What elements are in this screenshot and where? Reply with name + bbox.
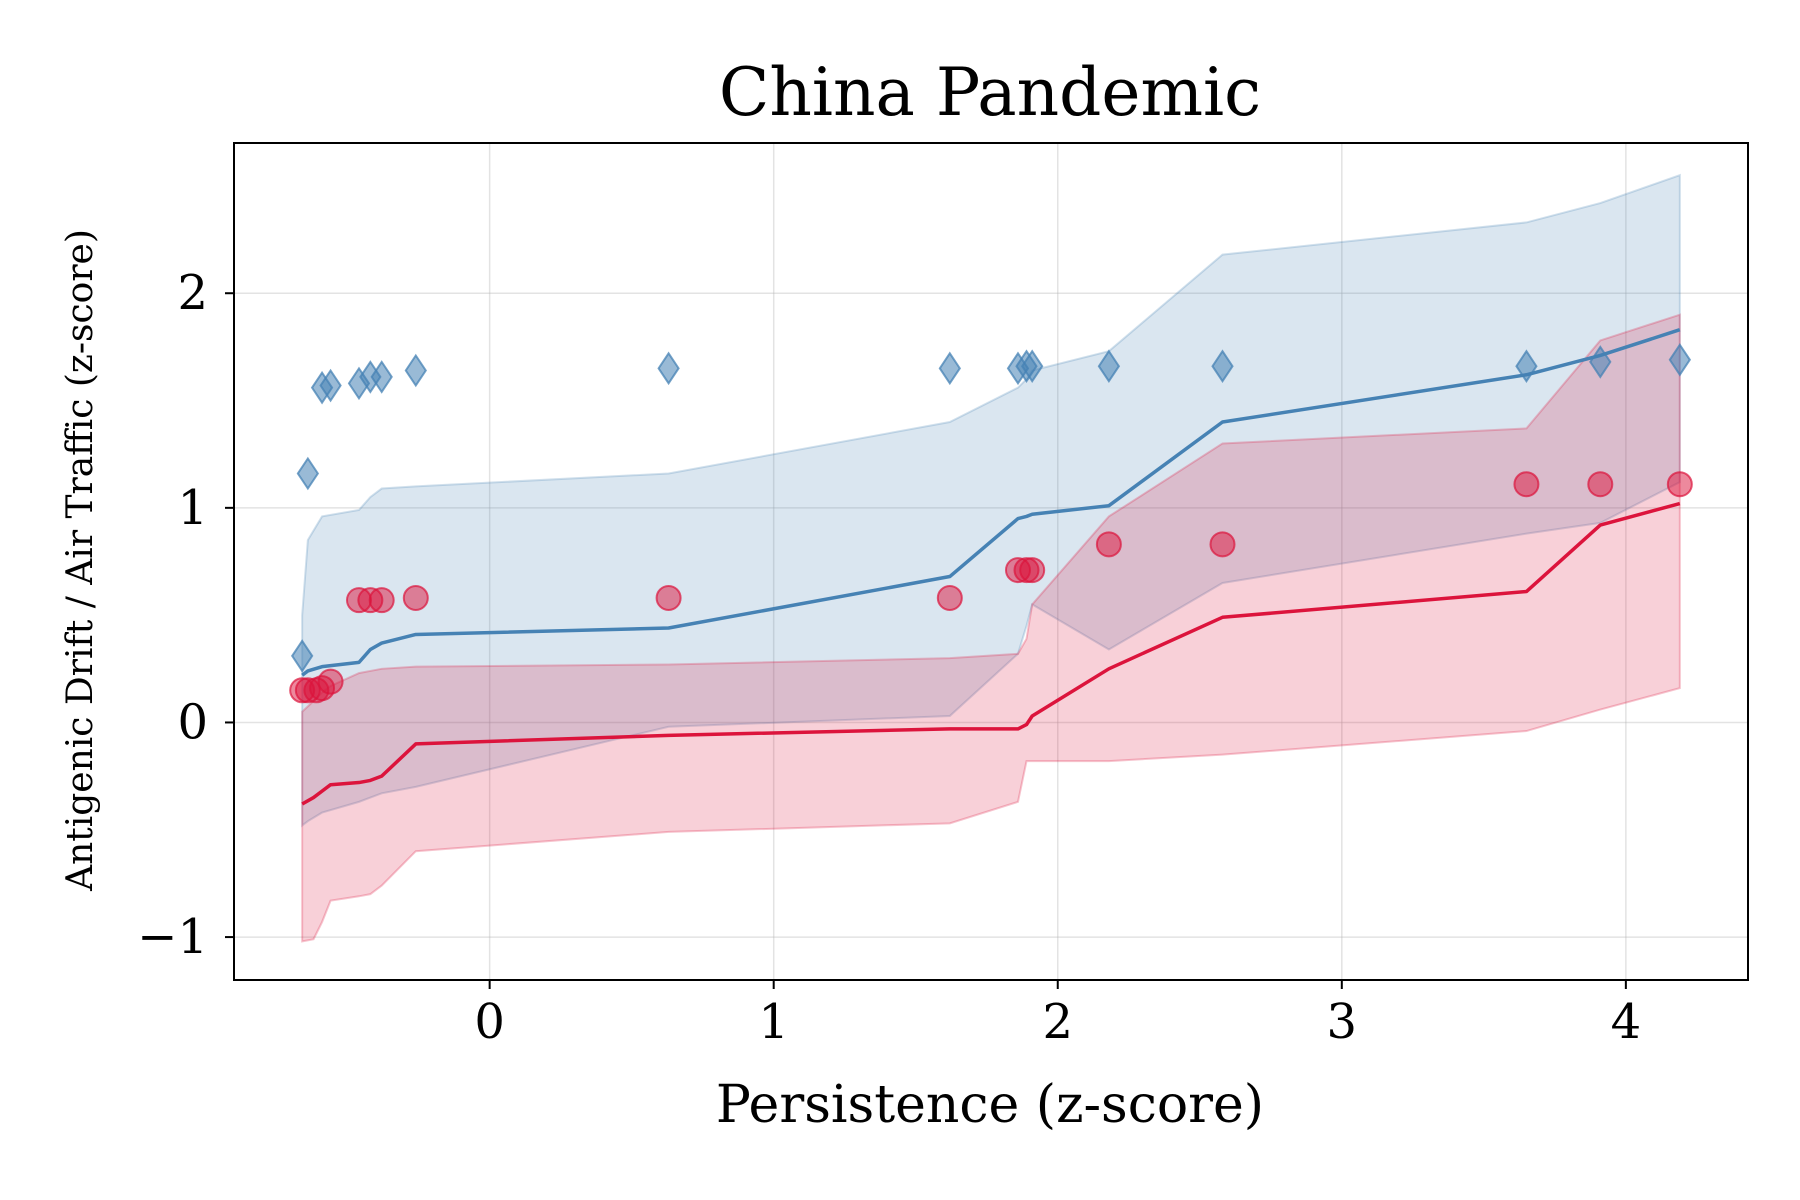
y-axis-label: Antigenic Drift / Air Traffic (z-score) bbox=[60, 229, 101, 892]
data-point bbox=[368, 587, 395, 614]
confidence-band bbox=[301, 313, 1681, 943]
x-tick-label: 0 bbox=[474, 994, 505, 1050]
data-point bbox=[936, 584, 963, 611]
data-point bbox=[290, 639, 314, 673]
data-point bbox=[1097, 349, 1121, 384]
axes-frame bbox=[233, 142, 1749, 981]
chart-title: China Pandemic bbox=[719, 54, 1261, 131]
series-line bbox=[301, 501, 1681, 806]
data-point bbox=[1515, 349, 1538, 384]
data-point bbox=[1095, 531, 1122, 558]
plot-area: 0 1 2 3 4 −1 0 1 2 bbox=[137, 142, 1749, 1050]
data-point bbox=[370, 360, 393, 394]
x-tick-label: 2 bbox=[1042, 994, 1073, 1050]
series-line bbox=[301, 328, 1681, 677]
data-point bbox=[1513, 471, 1540, 498]
data-point bbox=[317, 668, 344, 695]
data-point bbox=[319, 368, 342, 403]
data-point bbox=[1666, 471, 1693, 498]
data-point bbox=[938, 351, 962, 386]
data-point bbox=[1020, 349, 1044, 384]
data-point bbox=[1589, 345, 1612, 379]
x-tick-label: 3 bbox=[1327, 994, 1358, 1050]
data-point bbox=[1209, 531, 1236, 558]
y-tick-label: −1 bbox=[137, 909, 208, 965]
data-point bbox=[296, 456, 320, 491]
x-tick-label: 4 bbox=[1611, 994, 1642, 1050]
x-tick-label: 1 bbox=[758, 994, 789, 1050]
data-point bbox=[1211, 349, 1234, 384]
data-point bbox=[655, 584, 682, 611]
x-axis-label: Persistence (z-score) bbox=[716, 1075, 1264, 1135]
y-tick-label: 0 bbox=[177, 694, 208, 750]
data-point bbox=[1587, 471, 1614, 498]
data-point bbox=[1668, 342, 1692, 377]
data-point bbox=[1019, 557, 1046, 584]
y-tick-label: 1 bbox=[177, 480, 208, 536]
y-tick-label: 2 bbox=[177, 265, 208, 321]
data-point bbox=[404, 353, 427, 388]
data-point bbox=[657, 351, 680, 386]
data-point bbox=[402, 584, 429, 611]
